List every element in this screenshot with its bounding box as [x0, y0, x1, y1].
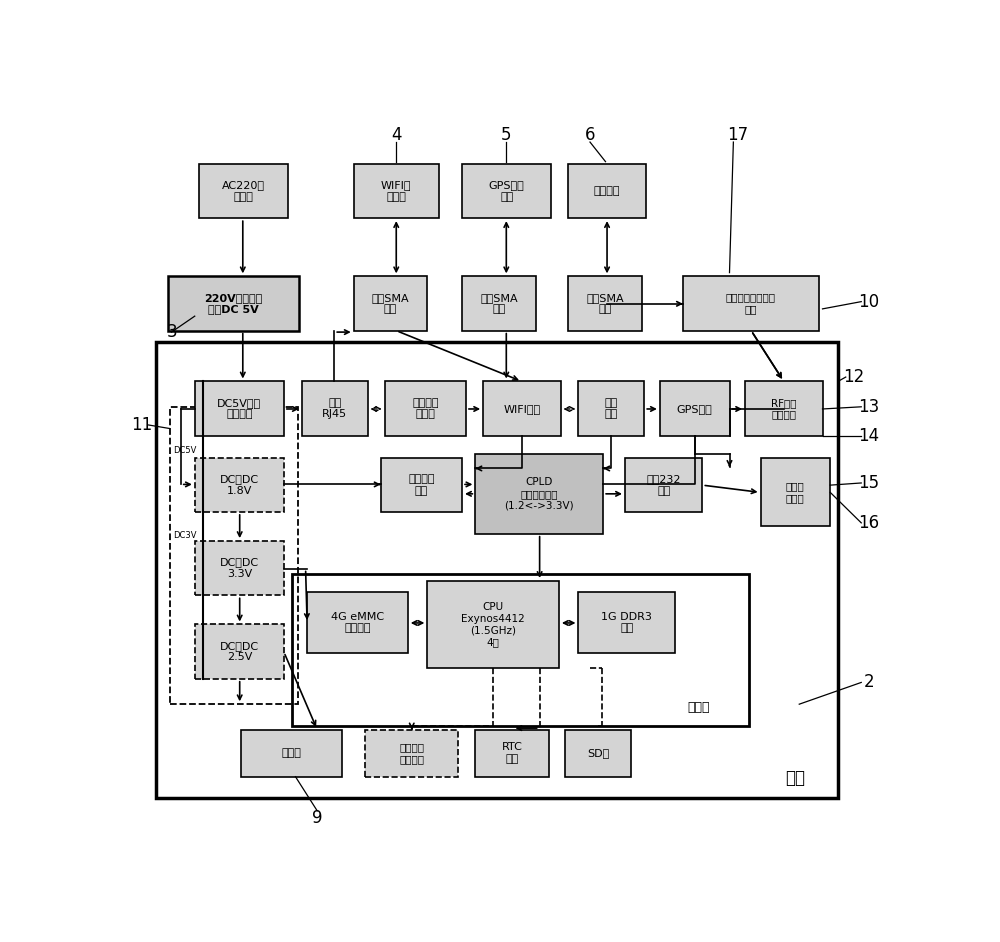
- Text: 13: 13: [858, 398, 880, 415]
- Bar: [761, 458, 830, 527]
- Bar: [195, 625, 284, 679]
- Bar: [199, 164, 288, 219]
- Text: RF接收
模块接口: RF接收 模块接口: [771, 398, 797, 419]
- Bar: [578, 592, 675, 654]
- Bar: [427, 581, 559, 668]
- Bar: [381, 458, 462, 512]
- Text: DC－DC
2.5V: DC－DC 2.5V: [220, 641, 259, 662]
- Text: 串口调
试接口: 串口调 试接口: [786, 481, 805, 503]
- Text: 串口232
芯片: 串口232 芯片: [646, 474, 681, 495]
- Bar: [475, 454, 603, 534]
- Bar: [385, 382, 466, 436]
- Text: WIFI杆
状天线: WIFI杆 状天线: [381, 180, 412, 202]
- Text: DC－DC
1.8V: DC－DC 1.8V: [220, 474, 259, 495]
- Text: 14: 14: [858, 427, 880, 445]
- Bar: [578, 382, 644, 436]
- Text: DC3V: DC3V: [173, 530, 196, 540]
- Text: SD卡: SD卡: [587, 748, 609, 758]
- Text: CPLD
电平转换模块
(1.2<->3.3V): CPLD 电平转换模块 (1.2<->3.3V): [504, 478, 574, 511]
- Bar: [568, 164, 646, 219]
- Text: 2: 2: [864, 674, 874, 691]
- Bar: [483, 382, 561, 436]
- Text: 3: 3: [166, 323, 177, 341]
- Bar: [195, 458, 284, 512]
- Text: 220V电源模块
输出DC 5V: 220V电源模块 输出DC 5V: [204, 293, 263, 315]
- Text: 网口
RJ45: 网口 RJ45: [322, 398, 347, 419]
- Text: GPS有源
天线: GPS有源 天线: [489, 180, 525, 202]
- Bar: [365, 729, 458, 777]
- Text: 5: 5: [501, 126, 512, 144]
- Text: GPS模块: GPS模块: [677, 403, 712, 414]
- Text: WIFI模块: WIFI模块: [503, 403, 540, 414]
- Bar: [307, 592, 408, 654]
- Text: 12: 12: [843, 368, 864, 386]
- Text: 16: 16: [858, 513, 880, 532]
- Bar: [745, 382, 822, 436]
- Bar: [195, 541, 284, 595]
- Bar: [156, 342, 838, 799]
- Text: 射频SMA
端子: 射频SMA 端子: [480, 293, 518, 315]
- Text: 网卡
芯片: 网卡 芯片: [605, 398, 618, 419]
- Text: 广播天线: 广播天线: [594, 186, 620, 196]
- Text: CPU
Exynos4412
(1.5GHz)
4核: CPU Exynos4412 (1.5GHz) 4核: [461, 602, 525, 647]
- Bar: [354, 276, 427, 331]
- Bar: [625, 458, 702, 512]
- Bar: [168, 276, 299, 331]
- Text: 11: 11: [131, 416, 153, 434]
- Text: 6: 6: [585, 126, 595, 144]
- Text: 广播宽带信号接收
模块: 广播宽带信号接收 模块: [726, 293, 776, 315]
- Bar: [462, 276, 536, 331]
- Text: 指示灯: 指示灯: [282, 748, 302, 758]
- Text: RTC
电池: RTC 电池: [502, 742, 523, 764]
- Bar: [475, 729, 549, 777]
- Text: 网络隔离
变压器: 网络隔离 变压器: [412, 398, 439, 419]
- Text: DC5V: DC5V: [173, 446, 196, 455]
- Bar: [292, 574, 749, 726]
- Bar: [170, 407, 298, 705]
- Text: 4: 4: [391, 126, 402, 144]
- Text: 音频采集
芯片: 音频采集 芯片: [408, 474, 435, 495]
- Bar: [462, 164, 551, 219]
- Bar: [565, 729, 631, 777]
- Bar: [683, 276, 819, 331]
- Bar: [354, 164, 439, 219]
- Text: 17: 17: [727, 126, 748, 144]
- Text: 主板: 主板: [785, 770, 805, 788]
- Text: DC5V电源
输入接口: DC5V电源 输入接口: [217, 398, 261, 419]
- Bar: [302, 382, 368, 436]
- Bar: [660, 382, 730, 436]
- Bar: [568, 276, 642, 331]
- Text: 射频SMA
端子: 射频SMA 端子: [586, 293, 624, 315]
- Text: 核心板: 核心板: [687, 701, 710, 714]
- Text: 1G DDR3
内存: 1G DDR3 内存: [601, 611, 652, 633]
- Text: AC220电
源插头: AC220电 源插头: [222, 180, 265, 202]
- Bar: [241, 729, 342, 777]
- Text: 内核启动
选择开关: 内核启动 选择开关: [399, 742, 424, 764]
- Text: 10: 10: [858, 293, 880, 311]
- Text: 9: 9: [312, 809, 322, 827]
- Text: 4G eMMC
高速闪存: 4G eMMC 高速闪存: [331, 611, 384, 633]
- Text: 射频SMA
端子: 射频SMA 端子: [372, 293, 409, 315]
- Bar: [195, 382, 284, 436]
- Text: DC－DC
3.3V: DC－DC 3.3V: [220, 558, 259, 579]
- Text: 15: 15: [858, 474, 880, 492]
